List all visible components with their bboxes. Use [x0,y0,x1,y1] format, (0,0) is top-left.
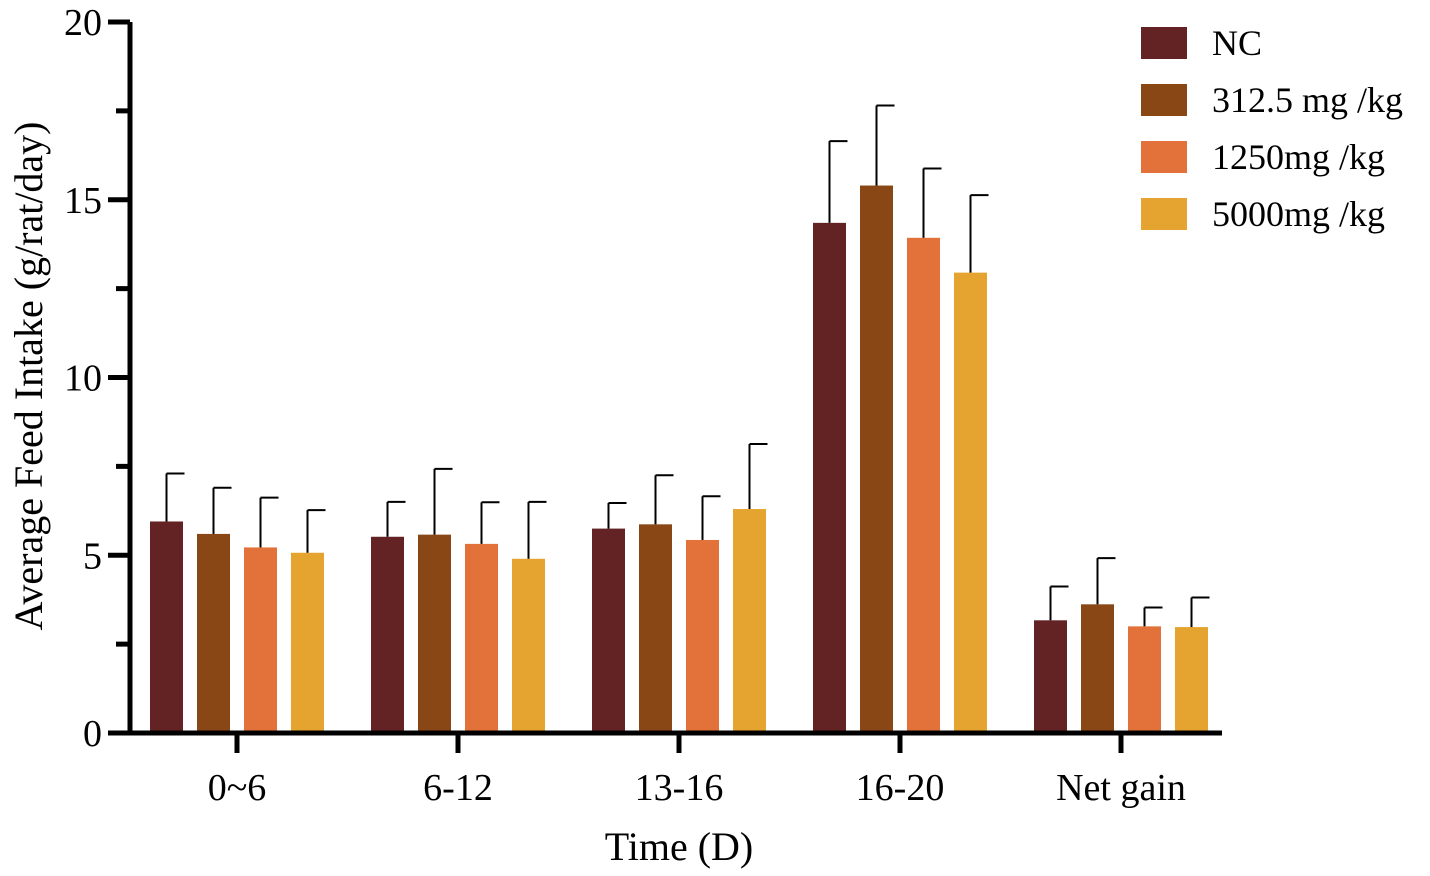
x-axis-title: Time (D) [605,824,754,869]
bar [733,509,766,733]
bar [244,547,277,733]
x-tick-label: 0~6 [208,767,267,809]
x-tick-label: 13-16 [635,767,724,809]
bar [371,536,404,733]
bar [813,222,846,734]
bar [150,521,183,733]
legend-label: 1250mg /kg [1212,137,1385,177]
x-tick-label: 6-12 [423,767,493,809]
bar [197,533,230,733]
bar [418,534,451,733]
y-tick-label: 15 [64,180,102,222]
bars-layer [150,185,1208,734]
bar [1175,627,1208,733]
y-axis-title: Average Feed Intake (g/rat/day) [6,121,51,630]
bar [1034,620,1067,733]
bar [639,524,672,733]
legend-swatch [1141,198,1187,230]
bar [291,552,324,733]
legend-label: 5000mg /kg [1212,194,1385,234]
legend-swatch [1141,84,1187,116]
y-tick-label: 10 [64,358,102,400]
legend-swatch [1141,27,1187,59]
bar [1128,626,1161,733]
x-tick-label: Net gain [1056,767,1186,809]
y-tick-label: 0 [83,713,102,755]
legend-label: 312.5 mg /kg [1212,80,1403,120]
bar [686,539,719,733]
legend-swatch [1141,141,1187,173]
bar [465,543,498,733]
bar [860,185,893,733]
error-bars-layer [165,104,1210,628]
bar [1081,604,1114,733]
legend-label: NC [1212,23,1262,63]
x-tick-label: 16-20 [856,767,945,809]
legend: NC 312.5 mg /kg 1250mg /kg 5000mg /kg [1141,23,1403,234]
bar [954,272,987,733]
bar [592,528,625,733]
y-tick-label: 5 [83,535,102,577]
y-tick-label: 20 [64,2,102,44]
bar [512,558,545,733]
bar [907,237,940,733]
ticks-layer: 0 5 10 15 20 0~6 6-12 13-16 16-20 Net gain [64,2,1186,809]
